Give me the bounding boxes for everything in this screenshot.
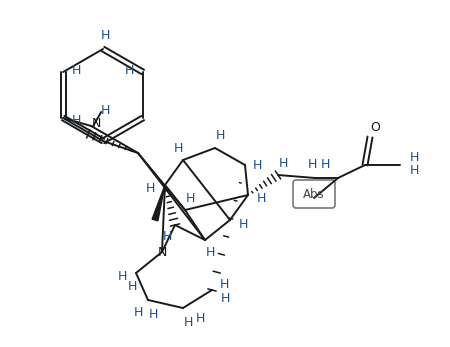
Text: Abs: Abs xyxy=(303,187,325,201)
Text: H: H xyxy=(278,156,288,169)
Text: O: O xyxy=(370,120,380,134)
Text: H: H xyxy=(219,279,229,291)
Text: H: H xyxy=(320,158,330,170)
Text: H: H xyxy=(252,159,262,171)
Text: H: H xyxy=(72,113,81,127)
Text: H: H xyxy=(205,246,215,260)
Text: H: H xyxy=(307,158,317,170)
Text: N: N xyxy=(91,117,101,129)
Text: H: H xyxy=(185,192,195,204)
Text: H: H xyxy=(100,28,110,42)
Text: H: H xyxy=(100,103,110,117)
Text: H: H xyxy=(127,280,137,294)
Text: H: H xyxy=(410,163,418,177)
Text: H: H xyxy=(220,291,230,305)
Text: H: H xyxy=(410,151,418,163)
Text: H: H xyxy=(173,142,183,154)
Text: H: H xyxy=(256,192,266,204)
Polygon shape xyxy=(152,185,165,221)
Text: H: H xyxy=(145,181,155,195)
Text: H: H xyxy=(117,270,127,282)
Text: H: H xyxy=(72,64,81,76)
Text: H: H xyxy=(133,305,143,319)
Text: H: H xyxy=(195,312,205,324)
Text: N: N xyxy=(158,245,166,259)
Text: H: H xyxy=(125,64,135,76)
Text: H: H xyxy=(162,230,172,244)
Text: H: H xyxy=(238,219,248,231)
Text: H: H xyxy=(148,307,157,321)
Text: H: H xyxy=(183,315,193,329)
Text: H: H xyxy=(215,128,225,142)
FancyBboxPatch shape xyxy=(293,180,335,208)
